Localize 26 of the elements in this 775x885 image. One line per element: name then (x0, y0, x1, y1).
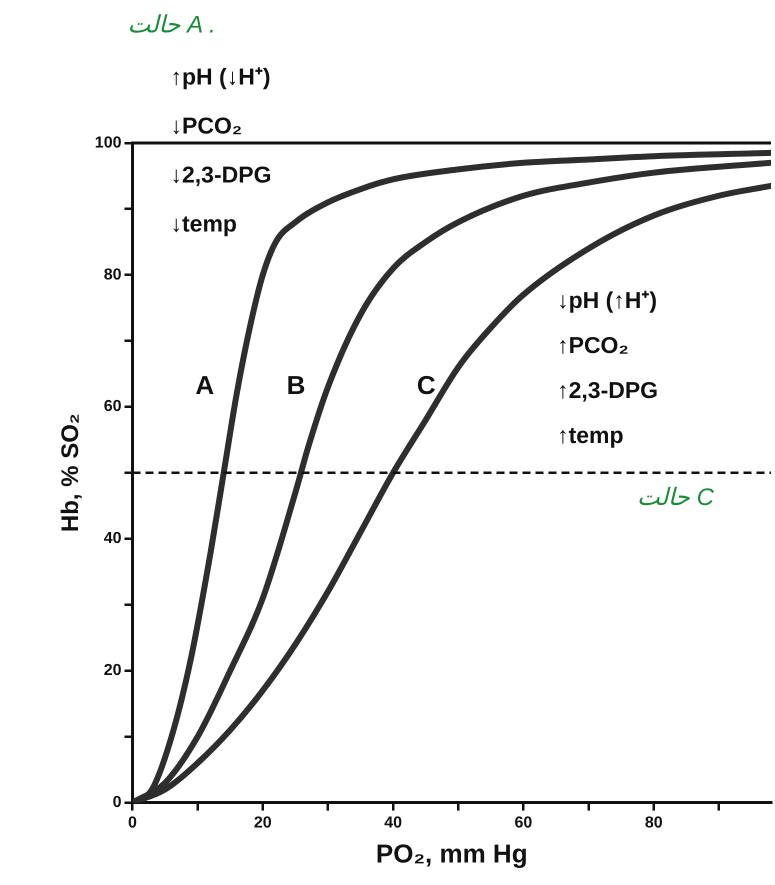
x-axis-title: PO₂, mm Hg (376, 838, 528, 869)
annotation: حالت C (636, 484, 715, 512)
x-tick-label: 60 (514, 814, 532, 832)
annotation: ↑PCO₂ (557, 332, 629, 358)
y-axis-title: Hb, % SO₂ (57, 413, 84, 532)
annotation: ↓pH (↑H⁺) (557, 287, 658, 314)
annotation: ↓2,3-DPG (170, 161, 272, 188)
text: ↓PCO₂ (170, 112, 242, 138)
y-tick-label: 20 (104, 662, 122, 680)
x-tick-label: 80 (644, 814, 663, 832)
text: ↑pH (↓H⁺) (170, 63, 270, 90)
x-tick-label: 20 (254, 814, 272, 832)
series-label: C (416, 370, 436, 400)
y-tick-label: 100 (94, 134, 122, 152)
annotation: ↓temp (170, 210, 237, 236)
series-label: B (286, 370, 306, 400)
y-tick-label: 0 (112, 794, 122, 812)
x-tick-label: 40 (384, 814, 402, 832)
annotation: ↑2,3-DPG (557, 377, 658, 404)
y-tick-label: 40 (104, 530, 122, 548)
y-tick-label: 60 (104, 398, 122, 416)
x-tick-label: 0 (128, 814, 138, 832)
y-tick-label: 80 (104, 266, 122, 284)
series-label: A (195, 370, 214, 400)
annotation: ↑temp (557, 422, 624, 448)
text: حالت A . (127, 12, 216, 39)
